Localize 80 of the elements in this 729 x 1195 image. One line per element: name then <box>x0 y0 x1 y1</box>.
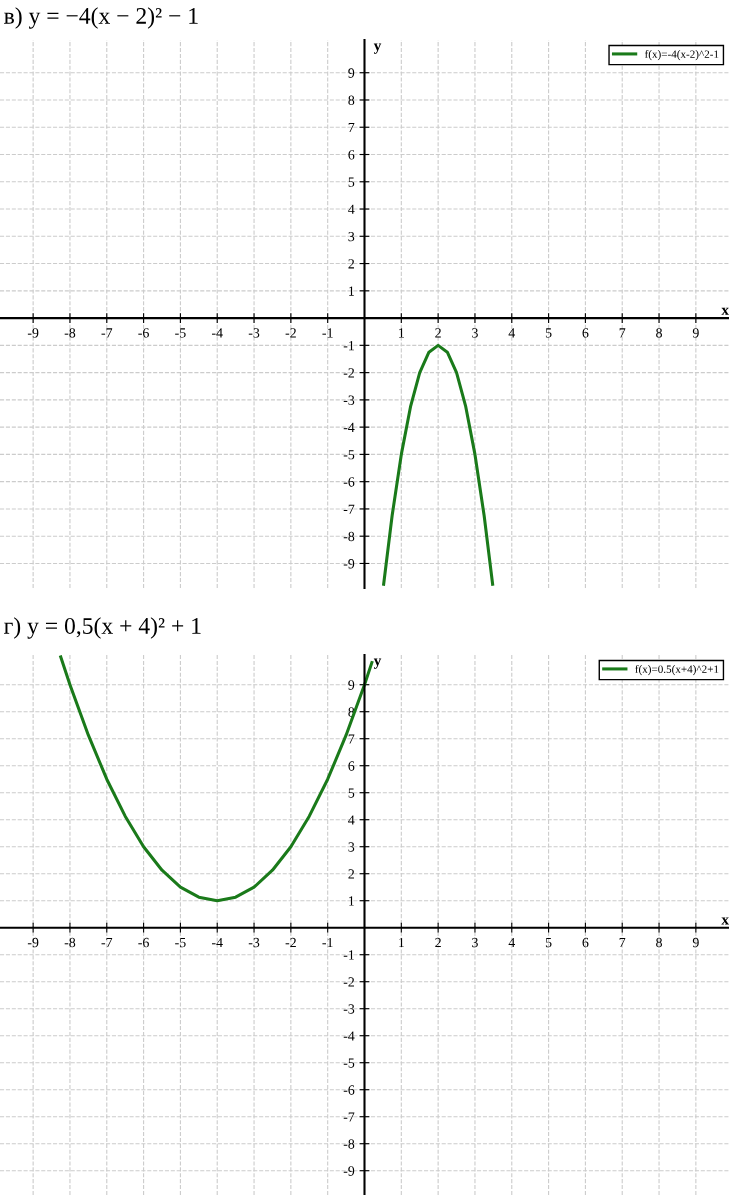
x-tick-label: 9 <box>692 328 699 338</box>
y-tick-label: -8 <box>343 531 355 542</box>
x-tick-label: -4 <box>211 937 223 948</box>
x-tick-label: -4 <box>211 328 223 338</box>
x-tick-label: 7 <box>619 937 626 948</box>
x-tick-label: -6 <box>138 937 149 948</box>
y-tick-label: 1 <box>349 896 354 906</box>
legend-label: f(x)=0.5(x+4)^2+1 <box>635 665 719 676</box>
y-tick-label: 9 <box>348 680 355 690</box>
x-tick-label: -8 <box>64 937 76 948</box>
y-tick-label: 5 <box>348 788 355 798</box>
x-tick-label: -9 <box>27 937 39 948</box>
x-tick-label: -7 <box>101 328 113 338</box>
chart-title: г) y = 0,5(x + 4)² + 1 <box>4 617 201 639</box>
y-tick-label: 3 <box>348 842 355 852</box>
y-tick-label: 4 <box>348 815 355 825</box>
y-tick-label: -3 <box>343 395 355 405</box>
x-tick-label: 3 <box>472 328 478 338</box>
y-tick-label: -3 <box>343 1004 355 1014</box>
x-axis-title: x <box>721 307 729 315</box>
y-tick-label: 8 <box>348 95 355 105</box>
x-tick-label: -3 <box>248 328 260 338</box>
y-axis-title: y <box>373 658 382 669</box>
x-tick-label: 1 <box>399 937 404 948</box>
x-tick-label: 8 <box>656 328 662 338</box>
y-tick-label: 2 <box>348 259 355 269</box>
x-axis-title: x <box>721 917 729 925</box>
y-tick-label: 4 <box>348 204 355 214</box>
x-tick-label: 3 <box>472 937 478 948</box>
y-tick-label: -2 <box>343 977 355 987</box>
x-tick-label: -7 <box>101 937 113 948</box>
x-tick-label: -9 <box>27 328 39 338</box>
y-tick-label: -9 <box>343 559 355 569</box>
y-tick-label: -1 <box>343 950 354 960</box>
x-tick-label: 6 <box>582 328 589 338</box>
y-tick-label: 2 <box>348 869 355 879</box>
x-tick-label: -5 <box>175 328 186 338</box>
x-tick-label: 4 <box>508 937 516 948</box>
y-tick-label: -4 <box>343 1031 355 1041</box>
y-tick-label: -2 <box>343 368 355 378</box>
y-tick-label: 3 <box>348 231 355 242</box>
y-tick-label: 6 <box>348 150 355 160</box>
y-tick-label: -4 <box>343 422 355 432</box>
y-tick-label: -7 <box>343 1112 355 1122</box>
y-tick-label: -8 <box>343 1139 355 1149</box>
y-tick-label: 7 <box>348 734 355 744</box>
x-tick-label: 6 <box>582 937 589 948</box>
y-tick-label: 6 <box>348 761 355 771</box>
x-tick-label: 9 <box>692 937 699 948</box>
x-tick-label: 7 <box>619 328 626 338</box>
chart-title: в) y = −4(x − 2)² − 1 <box>4 7 198 29</box>
x-tick-label: -2 <box>285 328 296 338</box>
y-tick-label: -6 <box>343 1085 355 1095</box>
y-tick-label: -5 <box>343 450 355 460</box>
y-tick-label: 7 <box>348 122 355 133</box>
y-axis-title: y <box>373 43 382 54</box>
x-tick-label: 5 <box>545 328 552 338</box>
x-tick-label: -6 <box>138 328 149 338</box>
line-series <box>382 343 495 586</box>
x-tick-label: -3 <box>248 937 260 948</box>
x-tick-label: -8 <box>64 328 76 338</box>
y-tick-label: -1 <box>343 341 354 351</box>
x-tick-label: -5 <box>175 937 186 948</box>
x-tick-label: 5 <box>545 937 552 948</box>
y-tick-label: -7 <box>343 504 355 514</box>
y-tick-label: 1 <box>349 286 354 296</box>
x-tick-label: 1 <box>399 328 404 338</box>
y-tick-label: -6 <box>343 477 355 487</box>
y-tick-label: 9 <box>348 68 355 78</box>
y-tick-label: -9 <box>343 1166 355 1176</box>
x-tick-label: 2 <box>435 328 441 338</box>
x-tick-label: 2 <box>435 937 441 948</box>
x-tick-label: -1 <box>322 328 333 338</box>
x-tick-label: -1 <box>322 937 333 948</box>
y-tick-label: -5 <box>343 1058 355 1068</box>
x-tick-label: 8 <box>656 937 662 948</box>
x-tick-label: -2 <box>285 937 296 948</box>
x-tick-label: 4 <box>508 328 516 338</box>
y-tick-label: 5 <box>348 177 355 187</box>
legend-label: f(x)=-4(x-2)^2-1 <box>644 50 719 61</box>
